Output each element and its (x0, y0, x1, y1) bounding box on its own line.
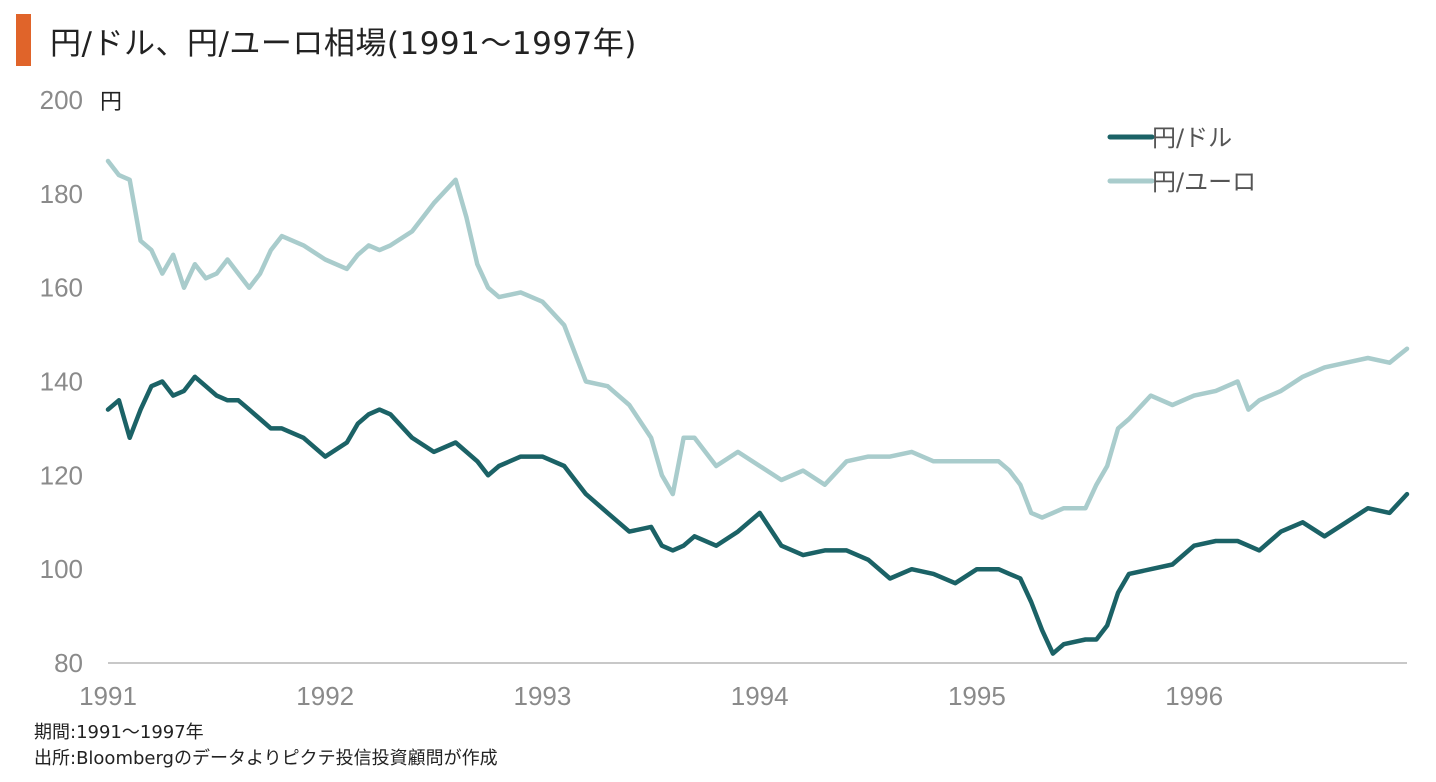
series-lines (105, 158, 1410, 656)
x-tick-label: 1993 (514, 681, 572, 711)
y-axis-unit-label: 円 (100, 90, 122, 115)
y-tick-label: 140 (40, 367, 83, 397)
x-tick-label: 1995 (948, 681, 1006, 711)
y-tick-label: 160 (40, 273, 83, 303)
chart-title: 円/ドル、円/ユーロ相場(1991〜1997年) (50, 26, 637, 62)
x-tick-label: 1991 (79, 681, 137, 711)
x-axis-ticks: 1991 1992 1993 1994 1995 1996 (79, 681, 1223, 711)
x-tick-label: 1992 (296, 681, 354, 711)
y-tick-label: 200 (40, 85, 83, 115)
y-tick-label: 180 (40, 179, 83, 209)
footer-source: 出所:Bloombergのデータよりピクテ投信投資顧問が作成 (34, 748, 498, 769)
x-tick-label: 1994 (731, 681, 789, 711)
legend-label: 円/ユーロ (1152, 168, 1256, 196)
y-tick-label: 100 (40, 554, 83, 584)
legend-label: 円/ドル (1152, 124, 1232, 152)
y-tick-label: 80 (54, 648, 83, 678)
series-line-eur (105, 158, 1410, 520)
x-tick-label: 1996 (1165, 681, 1223, 711)
legend: 円/ドル円/ユーロ (1107, 124, 1256, 196)
title-accent-bar (16, 14, 31, 66)
series-line-usd (105, 374, 1410, 656)
y-tick-label: 120 (40, 460, 83, 490)
footer-period: 期間:1991〜1997年 (34, 722, 204, 743)
y-axis-ticks: 200 180 160 140 120 100 80 (40, 85, 83, 678)
